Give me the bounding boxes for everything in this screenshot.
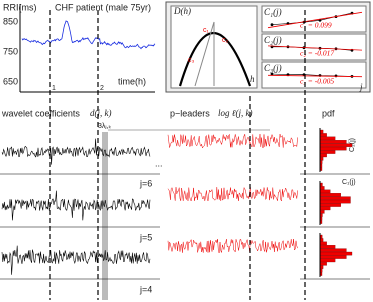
y-tick: 750	[3, 46, 18, 56]
pdf-bin	[319, 248, 347, 252]
pdf-bin	[319, 189, 331, 194]
pdf-bin	[319, 136, 336, 141]
h-label: h	[250, 74, 255, 84]
curve-label: c₂	[222, 37, 229, 44]
scale-label: j=6	[139, 178, 152, 188]
pdf-label: C₂(j)	[349, 138, 356, 152]
pdf-bin	[319, 199, 351, 204]
pdf-bin	[319, 255, 347, 259]
pdf-bin	[319, 258, 336, 263]
y-tick: 650	[3, 76, 18, 86]
rri-trace	[21, 20, 156, 50]
x-tick: 1	[52, 85, 56, 92]
curve-label: c₃	[188, 57, 195, 64]
signal	[167, 238, 298, 254]
pdf-bin	[319, 196, 351, 200]
coef-panel	[261, 5, 367, 33]
pdf-label: C₁(j)	[342, 179, 356, 186]
pdf-bin	[319, 143, 353, 147]
panel-label: C₁(j)	[264, 7, 282, 17]
pdf-bin	[319, 133, 327, 137]
left-title: wavelet coefficients	[1, 108, 80, 118]
pdf-bin	[319, 153, 327, 158]
leader-window	[102, 132, 108, 300]
pdf-bin	[319, 251, 353, 256]
ellipsis: ...	[155, 158, 163, 168]
right-title: pdf	[322, 108, 335, 118]
lambda-label: 3λⱼ,ₖ	[98, 123, 112, 130]
pdf-bin	[319, 245, 336, 249]
pdf-bin	[319, 262, 327, 266]
title: CHF patient (male 75yr)	[55, 2, 151, 12]
curve-label: c₁	[203, 27, 210, 34]
panel-fit	[267, 74, 363, 78]
panel-fit	[267, 11, 363, 29]
pdf-bin	[319, 210, 325, 214]
panel-label: C₂(j)	[264, 35, 282, 45]
middle-symbol: log ℓ(j, k)	[218, 108, 253, 118]
y-tick: 850	[3, 16, 18, 26]
pdf-bin	[319, 241, 327, 246]
signal	[167, 133, 298, 149]
signal	[167, 186, 298, 202]
pdf-bin	[319, 193, 341, 197]
panel-estimate: c₁ = 0.099	[300, 21, 332, 30]
pdf-bin	[319, 186, 325, 190]
pdf-bin	[319, 206, 331, 211]
pdf-bin	[319, 146, 347, 151]
pdf-bin	[319, 150, 336, 154]
curvature-guide	[194, 21, 215, 87]
x-tick: 2	[100, 85, 104, 92]
panel-label: C₃(j)	[264, 63, 282, 73]
j-label: j	[359, 82, 363, 92]
pdf-bin	[319, 203, 341, 207]
panel-estimate: c₂ = -0.017	[300, 49, 334, 58]
x-label: time(h)	[118, 76, 146, 86]
signal	[1, 245, 151, 275]
signal	[1, 190, 151, 221]
panel-fit	[267, 45, 363, 51]
y-label: RRI(ms)	[3, 2, 37, 12]
signal	[1, 138, 151, 165]
middle-title: p−leaders	[170, 108, 210, 118]
scale-label: j=5	[139, 232, 152, 242]
left-symbol: d(j, k)	[90, 108, 112, 118]
panel-estimate: c₃ = -0.005	[300, 77, 334, 86]
scale-label: j=4	[139, 284, 152, 294]
pdf-bin	[319, 140, 347, 144]
spectrum-label: D(h)	[173, 6, 191, 16]
